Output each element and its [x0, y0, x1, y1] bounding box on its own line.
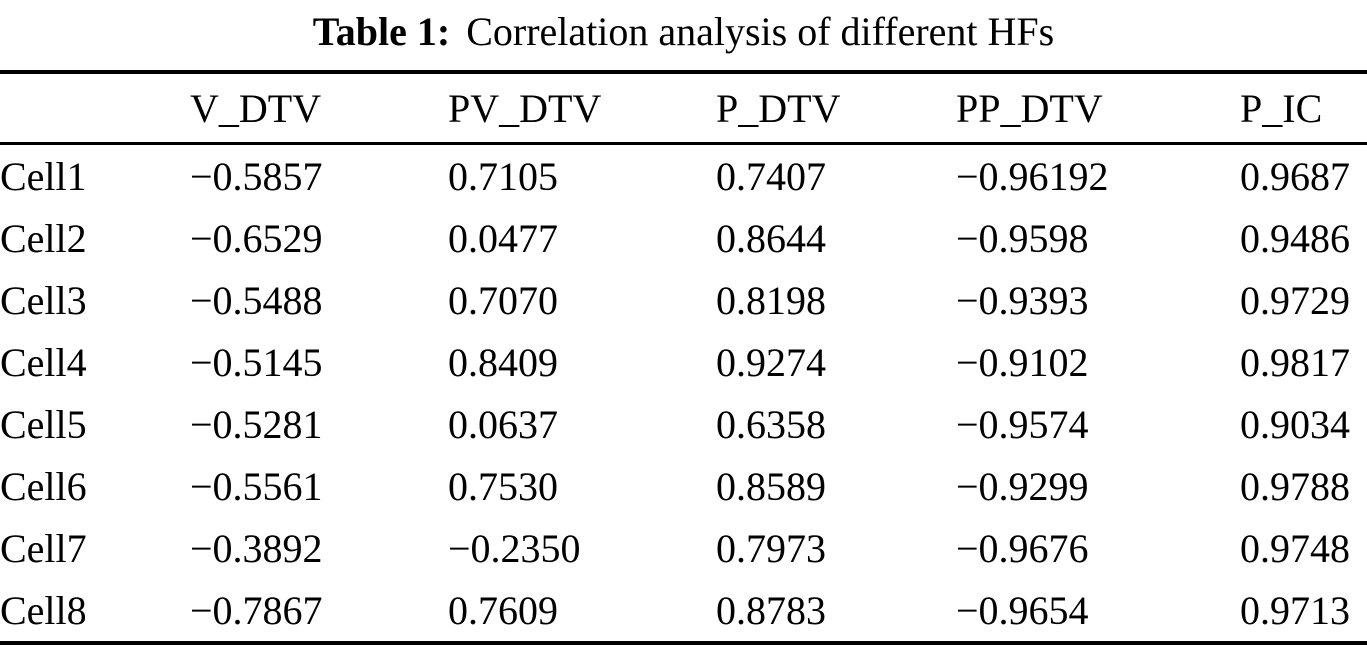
cell-value: 0.6358 — [716, 401, 826, 447]
cell-value: 0.7105 — [448, 153, 558, 199]
table-row: Cell8 −0.7867 0.7609 0.8783 −0.9654 0.9713 — [0, 579, 1367, 643]
cell-value: 0.9788 — [1240, 463, 1350, 509]
table-row: Cell5 −0.5281 0.0637 0.6358 −0.9574 0.9034 — [0, 393, 1367, 455]
cell-value: 0.0477 — [448, 215, 558, 261]
cell-value: −0.2350 — [448, 525, 581, 571]
cell-value: 0.9748 — [1240, 525, 1350, 571]
cell-value: 0.9713 — [1240, 587, 1350, 633]
row-label: Cell2 — [0, 215, 87, 261]
cell-value: −0.3892 — [190, 525, 323, 571]
table-row: Cell2 −0.6529 0.0477 0.8644 −0.9598 0.9486 — [0, 207, 1367, 269]
table-row: Cell7 −0.3892 −0.2350 0.7973 −0.9676 0.9748 — [0, 517, 1367, 579]
table-caption: Table 1: Correlation analysis of differen… — [0, 0, 1367, 70]
cell-value: 0.9274 — [716, 339, 826, 385]
header-row: V_DTV PV_DTV P_DTV PP_DTV P_IC — [0, 72, 1367, 145]
cell-value: −0.7867 — [190, 587, 323, 633]
cell-value: −0.9574 — [956, 401, 1089, 447]
cell-value: 0.7070 — [448, 277, 558, 323]
table-caption-text: Correlation analysis of different HFs — [466, 9, 1055, 54]
column-header: PP_DTV — [956, 72, 1240, 145]
column-header: P_IC — [1240, 72, 1367, 145]
cell-value: −0.96192 — [956, 153, 1109, 199]
row-label: Cell8 — [0, 587, 87, 633]
table-row: Cell3 −0.5488 0.7070 0.8198 −0.9393 0.9729 — [0, 269, 1367, 331]
cell-value: 0.9034 — [1240, 401, 1350, 447]
table-row: Cell1 −0.5857 0.7105 0.7407 −0.96192 0.9687 — [0, 144, 1367, 208]
row-label: Cell7 — [0, 525, 87, 571]
column-header: PV_DTV — [448, 72, 716, 145]
table-body: Cell1 −0.5857 0.7105 0.7407 −0.96192 0.9687 Ce… — [0, 144, 1367, 644]
cell-value: 0.7973 — [716, 525, 826, 571]
cell-value: 0.8409 — [448, 339, 558, 385]
cell-value: 0.9817 — [1240, 339, 1350, 385]
row-label: Cell1 — [0, 153, 87, 199]
cell-value: 0.8644 — [716, 215, 826, 261]
column-header: P_DTV — [716, 72, 956, 145]
row-label: Cell6 — [0, 463, 87, 509]
cell-value: 0.0637 — [448, 401, 558, 447]
cell-value: −0.9393 — [956, 277, 1089, 323]
cell-value: −0.5281 — [190, 401, 323, 447]
correlation-table: V_DTV PV_DTV P_DTV PP_DTV P_IC Cell1 −0.5857 0… — [0, 70, 1367, 645]
cell-value: −0.9598 — [956, 215, 1089, 261]
table-row: Cell4 −0.5145 0.8409 0.9274 −0.9102 0.9817 — [0, 331, 1367, 393]
table-row: Cell6 −0.5561 0.7530 0.8589 −0.9299 0.9788 — [0, 455, 1367, 517]
cell-value: 0.8198 — [716, 277, 826, 323]
column-header: V_DTV — [190, 72, 448, 145]
cell-value: −0.6529 — [190, 215, 323, 261]
cell-value: −0.9299 — [956, 463, 1089, 509]
row-label: Cell5 — [0, 401, 87, 447]
cell-value: −0.9654 — [956, 587, 1089, 633]
cell-value: 0.7530 — [448, 463, 558, 509]
cell-value: 0.7407 — [716, 153, 826, 199]
cell-value: −0.5145 — [190, 339, 323, 385]
row-label: Cell4 — [0, 339, 87, 385]
cell-value: −0.9676 — [956, 525, 1089, 571]
cell-value: −0.5488 — [190, 277, 323, 323]
cell-value: 0.7609 — [448, 587, 558, 633]
cell-value: 0.9729 — [1240, 277, 1350, 323]
cell-value: −0.5857 — [190, 153, 323, 199]
cell-value: 0.9486 — [1240, 215, 1350, 261]
row-label: Cell3 — [0, 277, 87, 323]
cell-value: 0.8783 — [716, 587, 826, 633]
table-caption-label: Table 1: — [312, 9, 451, 54]
cell-value: 0.8589 — [716, 463, 826, 509]
cell-value: −0.5561 — [190, 463, 323, 509]
cell-value: 0.9687 — [1240, 153, 1350, 199]
row-label-column-header — [0, 72, 190, 145]
cell-value: −0.9102 — [956, 339, 1089, 385]
